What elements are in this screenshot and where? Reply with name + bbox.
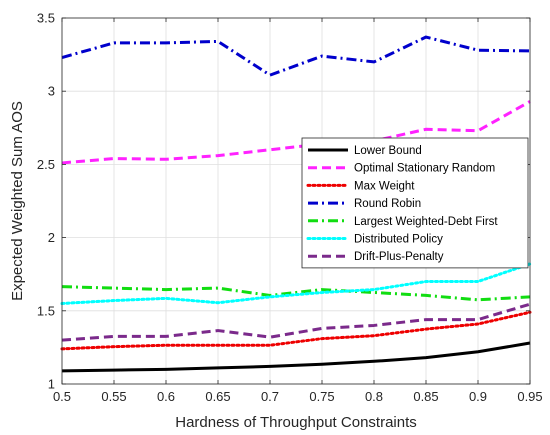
legend-label-optimal-stationary-random: Optimal Stationary Random [354,163,495,175]
legend-label-round-robin: Round Robin [354,198,421,210]
legend-label-lower-bound: Lower Bound [354,145,422,157]
legend-label-distributed-policy: Distributed Policy [354,234,443,246]
y-tick-label: 1 [48,377,55,392]
series-line-drift-plus-penalty [61,302,531,342]
x-tick-label: 0.6 [157,389,175,404]
y-tick-label: 3.5 [37,11,55,26]
series-line-distributed-policy [60,262,532,305]
series-line-lower-bound [61,341,531,373]
x-tick-label: 0.65 [205,389,230,404]
x-tick-label: 0.75 [309,389,334,404]
series-line-optimal-stationary-random [61,100,531,165]
x-tick-label: 0.9 [469,389,487,404]
series-group [60,35,532,373]
x-tick-label: 0.85 [413,389,438,404]
series-line-max-weight [60,310,532,351]
legend-label-max-weight: Max Weight [354,180,415,192]
legend-label-largest-weighted-debt-first: Largest Weighted-Debt First [354,216,498,228]
ticks: 0.5 0.55 0.6 0.65 0.7 0.75 0.8 0.85 0.9 0.95 1 1.5 2… [37,11,543,405]
plot-frame [61,17,531,385]
legend: Lower Bound Optimal Stationary Random Max … [301,137,529,269]
y-tick-label: 2.5 [37,157,55,172]
x-tick-label: 0.95 [517,389,542,404]
legend-box [301,137,529,269]
x-axis-label: Hardness of Throughput Constraints [175,414,417,431]
y-tick-label: 2 [48,230,55,245]
x-tick-label: 0.8 [365,389,383,404]
series-line-round-robin [61,35,531,77]
y-tick-label: 3 [48,84,55,99]
series-line-largest-weighted-debt-first [61,285,531,302]
legend-label-drift-plus-penalty: Drift-Plus-Penalty [354,251,444,263]
x-tick-label: 0.7 [261,389,279,404]
y-axis-label: Expected Weighted Sum AOS [9,101,26,301]
y-tick-label: 1.5 [37,303,55,318]
x-tick-label: 0.5 [53,389,71,404]
x-tick-label: 0.55 [101,389,126,404]
